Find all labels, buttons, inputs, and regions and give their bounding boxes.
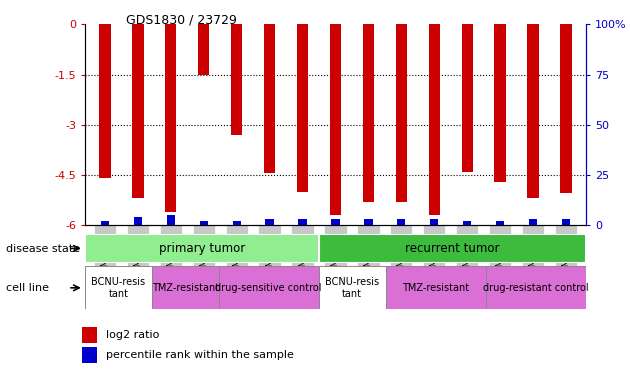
Bar xyxy=(198,24,209,75)
Bar xyxy=(166,215,175,225)
Bar xyxy=(99,24,111,178)
Text: cell line: cell line xyxy=(6,283,49,293)
Bar xyxy=(529,219,537,225)
Text: drug-sensitive control: drug-sensitive control xyxy=(215,283,322,293)
Text: TMZ-resistant: TMZ-resistant xyxy=(402,283,469,293)
Bar xyxy=(329,24,341,215)
Text: TMZ-resistant: TMZ-resistant xyxy=(152,283,219,293)
Bar xyxy=(82,327,98,343)
Bar xyxy=(200,221,208,225)
Bar xyxy=(231,24,243,135)
Bar xyxy=(430,219,438,225)
Bar xyxy=(364,219,372,225)
Bar xyxy=(152,266,219,309)
Text: drug-resistant control: drug-resistant control xyxy=(483,283,588,293)
Bar xyxy=(363,24,374,202)
Text: recurrent tumor: recurrent tumor xyxy=(405,242,500,255)
Bar xyxy=(82,347,98,363)
Bar xyxy=(398,219,406,225)
Bar xyxy=(232,221,241,225)
Bar xyxy=(396,24,407,202)
Text: GDS1830 / 23729: GDS1830 / 23729 xyxy=(126,13,237,26)
Bar xyxy=(132,24,144,198)
Bar xyxy=(219,266,319,309)
Bar xyxy=(496,221,505,225)
Bar xyxy=(462,24,473,171)
Bar xyxy=(527,24,539,198)
Bar xyxy=(331,219,340,225)
Text: log2 ratio: log2 ratio xyxy=(106,330,159,340)
Bar xyxy=(101,221,109,225)
Bar xyxy=(134,217,142,225)
Bar xyxy=(297,24,308,192)
Text: BCNU-resis
tant: BCNU-resis tant xyxy=(325,277,379,298)
Text: primary tumor: primary tumor xyxy=(159,242,245,255)
Text: percentile rank within the sample: percentile rank within the sample xyxy=(106,350,294,360)
Bar xyxy=(319,266,386,309)
Bar xyxy=(428,24,440,215)
Bar xyxy=(85,234,319,262)
Bar xyxy=(463,221,471,225)
Bar xyxy=(560,24,572,193)
Bar xyxy=(562,219,570,225)
Bar xyxy=(165,24,176,211)
Bar xyxy=(486,266,586,309)
Text: BCNU-resis
tant: BCNU-resis tant xyxy=(91,277,146,298)
Bar xyxy=(386,266,486,309)
Bar xyxy=(299,219,307,225)
Bar xyxy=(85,266,152,309)
Bar xyxy=(495,24,506,182)
Bar xyxy=(264,24,275,173)
Bar xyxy=(265,219,273,225)
Bar xyxy=(319,234,586,262)
Text: disease state: disease state xyxy=(6,244,81,254)
